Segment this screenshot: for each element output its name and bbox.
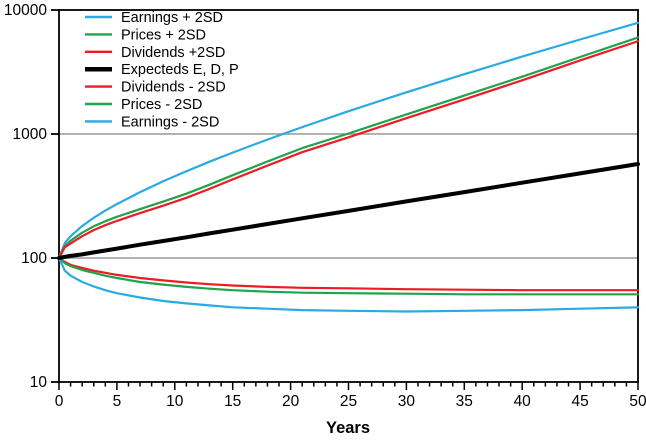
series-line-earnings-2sd bbox=[57, 21, 640, 260]
series-line-expecteds-e-d-p bbox=[57, 162, 640, 260]
x-axis-title: Years bbox=[326, 419, 370, 437]
x-tick-label-50: 50 bbox=[629, 393, 646, 410]
x-tick-label-30: 30 bbox=[398, 393, 416, 410]
y-tick-label-10: 10 bbox=[30, 374, 48, 391]
legend-label-dividends-2sd: Dividends +2SD bbox=[121, 45, 225, 61]
y-tick-label-100: 100 bbox=[21, 250, 47, 267]
y-tick-label-10000: 10000 bbox=[4, 2, 47, 19]
legend-label-earnings-2sd: Earnings - 2SD bbox=[121, 114, 219, 130]
x-tick-label-5: 5 bbox=[113, 393, 122, 410]
series-line-prices-2sd bbox=[57, 36, 640, 260]
series-line-earnings-2sd bbox=[57, 256, 640, 313]
series-line-dividends-2sd bbox=[57, 256, 640, 292]
x-tick-label-25: 25 bbox=[340, 393, 357, 410]
x-tick-label-10: 10 bbox=[166, 393, 184, 410]
x-tick-label-45: 45 bbox=[571, 393, 588, 410]
plot-layer: 10 100 1000 10000 0 5 10 15 20 25 30 35 40 45 50 Earnin… bbox=[4, 2, 646, 410]
legend-label-dividends-2sd: Dividends - 2SD bbox=[121, 80, 226, 96]
legend-label-earnings-2sd: Earnings + 2SD bbox=[121, 10, 223, 26]
legend-label-prices-2sd: Prices + 2SD bbox=[121, 27, 206, 43]
x-tick-label-0: 0 bbox=[55, 393, 64, 410]
x-tick-label-15: 15 bbox=[224, 393, 241, 410]
x-tick-label-35: 35 bbox=[456, 393, 473, 410]
series-line-dividends-2sd bbox=[57, 40, 640, 260]
x-tick-label-20: 20 bbox=[282, 393, 300, 410]
series-line-prices-2sd bbox=[57, 256, 640, 296]
legend-label-expecteds-e-d-p: Expecteds E, D, P bbox=[121, 62, 239, 78]
legend-label-prices-2sd: Prices - 2SD bbox=[121, 97, 202, 113]
y-tick-label-1000: 1000 bbox=[13, 126, 48, 143]
x-tick-label-40: 40 bbox=[514, 393, 532, 410]
